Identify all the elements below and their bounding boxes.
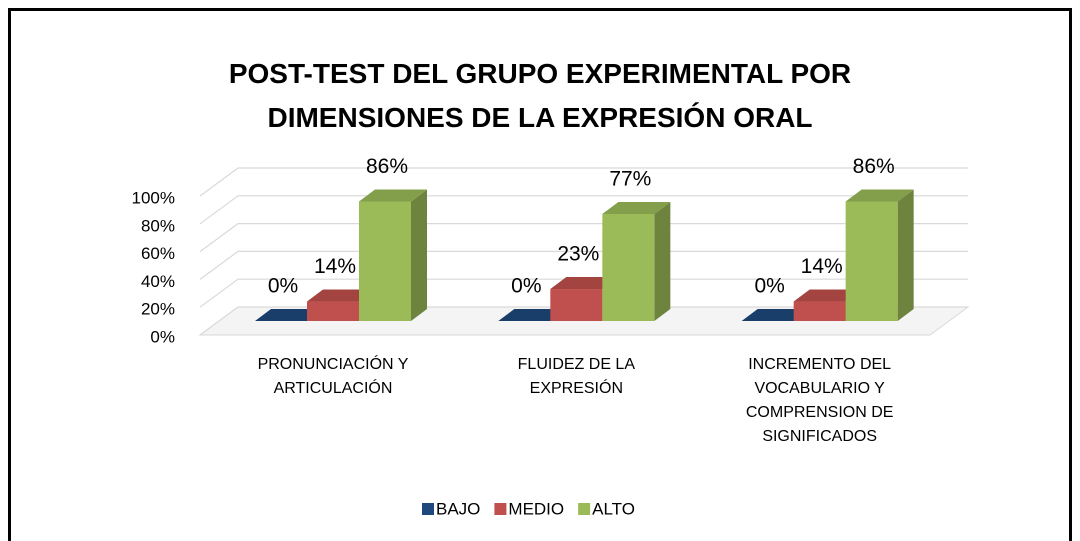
chart-frame xyxy=(8,8,1072,541)
grid-line xyxy=(199,223,968,253)
y-tick-label: 80% xyxy=(141,216,175,235)
y-tick-label: 60% xyxy=(141,244,175,263)
bar-side xyxy=(897,189,914,321)
data-label: 14% xyxy=(314,255,356,278)
bar-top xyxy=(307,289,375,302)
bar xyxy=(793,301,846,321)
data-label: 77% xyxy=(609,168,651,191)
data-label: 0% xyxy=(511,275,541,298)
x-tick-label: FLUIDEZ DE LA EXPRESIÓN xyxy=(517,356,635,397)
bar-top xyxy=(845,189,914,202)
bar xyxy=(307,301,359,321)
data-label: 23% xyxy=(557,243,599,266)
y-tick-label: 0% xyxy=(150,327,175,346)
data-label: 0% xyxy=(268,275,298,298)
grid-line xyxy=(199,306,968,336)
bar-top xyxy=(741,309,810,321)
bar-top xyxy=(255,309,323,321)
bar-side xyxy=(411,189,427,321)
x-tick-label: INCREMENTO DEL VOCABULARIO Y COMPRENSION… xyxy=(745,356,894,445)
data-label: 86% xyxy=(366,155,408,178)
bar-top xyxy=(602,201,671,214)
x-tick-label: PRONUNCIACIÓN Y ARTICULACIÓN xyxy=(257,356,409,397)
data-label: 14% xyxy=(801,255,843,278)
legend-swatch xyxy=(494,503,507,515)
grid-line xyxy=(199,278,968,308)
chart-title: POST-TEST DEL GRUPO EXPERIMENTAL POR DIM… xyxy=(228,58,852,133)
bar-top xyxy=(793,289,862,302)
y-tick-label: 100% xyxy=(132,188,175,207)
bar-side xyxy=(654,201,671,321)
bar xyxy=(550,289,603,321)
bar-top xyxy=(550,277,619,290)
legend-swatch xyxy=(578,503,591,515)
legend-label: ALTO xyxy=(592,499,635,518)
data-label: 0% xyxy=(754,275,784,298)
y-tick-label: 20% xyxy=(141,300,175,319)
legend-swatch xyxy=(422,503,434,515)
legend-label: MEDIO xyxy=(508,499,564,518)
bar xyxy=(602,213,655,321)
data-label: 86% xyxy=(853,155,895,178)
bar-top xyxy=(359,189,427,202)
bar-top xyxy=(498,309,567,321)
grid-line xyxy=(199,250,968,280)
grid-line xyxy=(199,167,968,197)
bar xyxy=(359,201,411,321)
bar xyxy=(845,201,898,321)
legend-label: BAJO xyxy=(436,499,480,518)
y-tick-label: 40% xyxy=(141,272,175,291)
grid-line xyxy=(199,195,968,225)
